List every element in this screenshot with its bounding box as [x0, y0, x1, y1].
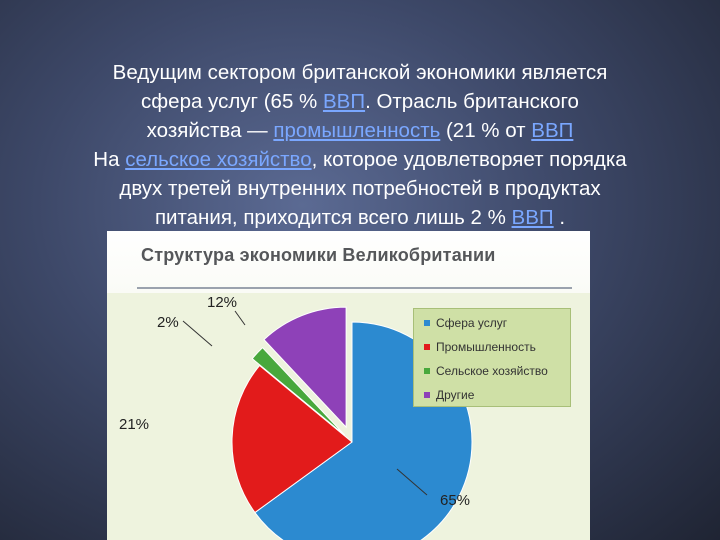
text-link[interactable]: промышленность: [273, 119, 441, 142]
legend-swatch: [424, 320, 430, 326]
slide-text-line: питания, приходится всего лишь 2 % ВВП .: [20, 203, 700, 232]
chart-header: Структура экономики Великобритании: [107, 231, 590, 293]
legend-item: Сельское хозяйство: [424, 363, 548, 379]
chart-title-rule: [137, 287, 572, 289]
slide-text-line: хозяйства — промышленность (21 % от ВВП: [20, 116, 700, 145]
text-run: питания, приходится всего лишь 2 %: [154, 206, 512, 229]
legend-item: Сфера услуг: [424, 315, 507, 331]
legend-label: Сельское хозяйство: [436, 364, 548, 378]
slide-text-line: Ведущим сектором британской экономики яв…: [20, 58, 700, 87]
text-run: , которое удовлетворяет порядка: [311, 148, 627, 171]
text-run: (21 % от: [440, 119, 532, 142]
data-label: 65%: [440, 492, 470, 509]
text-run: На: [93, 148, 126, 171]
pie-slice-agriculture: [251, 346, 346, 436]
text-run: . Отрасль британского: [365, 90, 579, 113]
chart-panel: Структура экономики Великобритании 65% 21…: [107, 231, 590, 540]
legend-swatch: [424, 344, 430, 350]
data-label: 12%: [207, 294, 237, 311]
text-link[interactable]: ВВП: [531, 119, 574, 142]
legend-item: Другие: [424, 387, 474, 403]
legend-label: Промышленность: [436, 340, 536, 354]
pie-slice-industry: [231, 364, 353, 514]
legend-swatch: [424, 392, 430, 398]
slide-text-line: двух третей внутренних потребностей в пр…: [20, 174, 700, 203]
leader-line: [234, 310, 246, 326]
legend-swatch: [424, 368, 430, 374]
slide-text: Ведущим сектором британской экономики яв…: [20, 58, 700, 232]
legend-item: Промышленность: [424, 339, 536, 355]
leader-line: [182, 320, 213, 347]
leader-line: [396, 468, 428, 496]
data-label: 2%: [157, 314, 179, 331]
text-run: Ведущим сектором британской экономики яв…: [112, 61, 608, 84]
text-run: двух третей внутренних потребностей в пр…: [119, 177, 601, 200]
text-link[interactable]: сельское хозяйство: [125, 148, 312, 171]
slide-text-line: На сельское хозяйство, которое удовлетво…: [20, 145, 700, 174]
chart-title: Структура экономики Великобритании: [141, 245, 496, 265]
text-run: сфера услуг (65 %: [141, 90, 323, 113]
slide-text-line: сфера услуг (65 % ВВП. Отрасль британско…: [20, 87, 700, 116]
text-run: .: [553, 206, 566, 229]
pie-slice-other: [263, 306, 347, 429]
text-link[interactable]: ВВП: [511, 206, 554, 229]
legend-label: Сфера услуг: [436, 316, 508, 330]
text-link[interactable]: ВВП: [322, 90, 366, 113]
data-label: 21%: [119, 416, 149, 433]
text-run: хозяйства —: [146, 119, 274, 142]
chart-legend: Сфера услуг Промышленность Сельское хозяйс…: [413, 308, 571, 407]
legend-label: Другие: [436, 388, 475, 402]
